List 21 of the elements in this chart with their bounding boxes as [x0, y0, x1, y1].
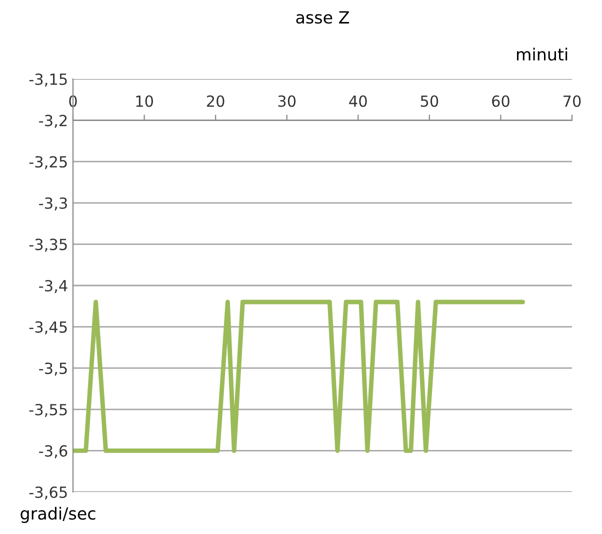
- y-tick-label: -3,2: [39, 114, 67, 128]
- y-tick-label: -3,15: [29, 73, 67, 87]
- y-tick-label: -3,4: [39, 280, 68, 294]
- chart-title: asse Z: [296, 11, 350, 24]
- y-tick-label: -3,35: [29, 238, 67, 252]
- x-tick-label: 50: [420, 95, 438, 107]
- y-tick-label: -3,55: [29, 404, 67, 417]
- x-tick-label: 20: [206, 95, 224, 107]
- y-tick-label: -3,25: [29, 156, 67, 170]
- y-tick-label: -3,3: [39, 197, 67, 210]
- y-tick-label: -3,5: [39, 362, 67, 376]
- x-tick-label: 40: [349, 95, 367, 107]
- x-tick-label: 60: [492, 95, 510, 107]
- y-axis-title: gradi/sec: [20, 506, 96, 523]
- y-tick-label: -3,65: [29, 486, 67, 500]
- x-tick-label: 30: [278, 95, 296, 107]
- y-tick-label: -3,6: [39, 445, 68, 458]
- y-tick-label: -3,45: [29, 321, 67, 334]
- x-axis-title: minuti: [516, 48, 568, 61]
- x-tick-label: 10: [136, 95, 153, 107]
- x-tick-label: 70: [564, 95, 581, 107]
